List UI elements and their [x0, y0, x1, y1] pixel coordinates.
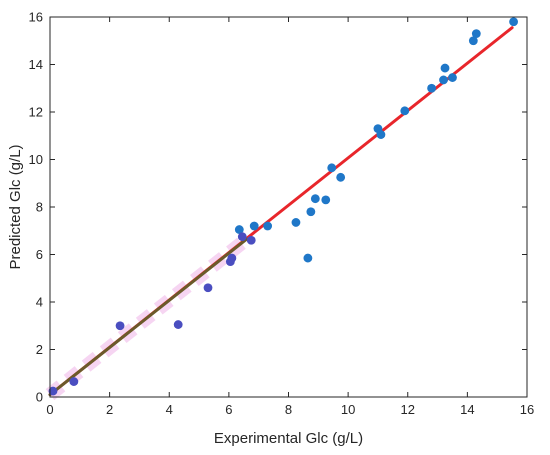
y-tick-label: 16 [29, 10, 43, 25]
data-point [263, 221, 273, 231]
x-tick-label: 6 [225, 402, 232, 417]
data-point [336, 172, 346, 182]
data-point [48, 386, 58, 396]
data-point [400, 106, 410, 116]
data-point [471, 29, 481, 39]
data-point [291, 218, 301, 227]
x-tick-label: 4 [166, 402, 173, 417]
y-tick-label: 2 [36, 342, 43, 357]
data-point [310, 194, 320, 204]
data-point [234, 225, 244, 234]
data-point [427, 83, 436, 93]
data-point [376, 130, 386, 139]
data-point [173, 320, 183, 329]
data-point [303, 253, 313, 263]
data-point [227, 253, 237, 263]
x-tick-label: 10 [341, 402, 355, 417]
data-point [249, 221, 259, 231]
fit-line [48, 237, 249, 397]
y-tick-label: 14 [29, 57, 43, 72]
data-point [439, 75, 448, 85]
data-point [327, 163, 337, 173]
y-tick-label: 10 [29, 152, 43, 167]
x-tick-label: 8 [285, 402, 292, 417]
data-point [246, 235, 256, 245]
y-tick-label: 8 [36, 200, 43, 215]
data-point [69, 377, 79, 386]
data-point [321, 195, 331, 205]
x-tick-label: 0 [46, 402, 53, 417]
y-tick-label: 6 [36, 247, 43, 262]
x-axis-label: Experimental Glc (g/L) [214, 430, 363, 447]
data-point [306, 207, 316, 217]
data-point [237, 232, 247, 242]
y-axis-label: Predicted Glc (g/L) [7, 144, 24, 269]
data-point [203, 283, 213, 293]
y-tick-label: 12 [29, 105, 43, 120]
tick-layer: 0 2 4 6 8 10 12 14 16 0 2 4 6 8 10 12 14 16 [29, 10, 535, 418]
data-point [448, 73, 457, 82]
x-tick-label: 16 [520, 402, 534, 417]
y-tick-label: 4 [36, 295, 43, 310]
x-tick-label: 14 [460, 402, 474, 417]
data-point [115, 321, 125, 331]
x-tick-label: 2 [106, 402, 113, 417]
x-tick-label: 12 [401, 402, 415, 417]
y-tick-label: 0 [36, 390, 43, 405]
data-point-layer [48, 17, 518, 396]
data-point [440, 63, 450, 73]
data-point [509, 17, 518, 27]
data-point [468, 36, 478, 46]
